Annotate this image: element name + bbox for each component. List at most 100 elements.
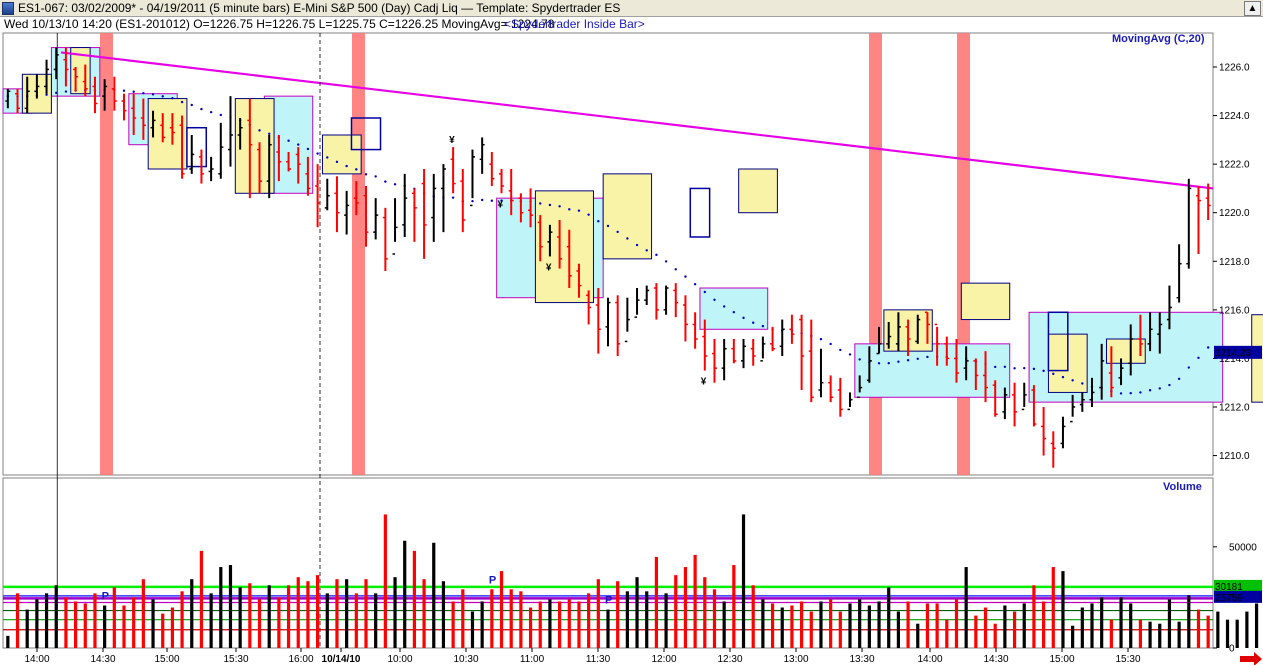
price-bar[interactable] — [615, 295, 621, 356]
price-bar[interactable] — [1186, 178, 1192, 269]
volume-bar[interactable] — [635, 577, 639, 648]
volume-bar[interactable] — [1032, 585, 1036, 648]
price-bar[interactable] — [431, 173, 437, 242]
volume-bar[interactable] — [325, 593, 329, 648]
price-bar[interactable] — [866, 346, 872, 383]
price-bar[interactable] — [1060, 416, 1066, 449]
price-bar[interactable] — [1079, 392, 1085, 412]
price-bar[interactable] — [324, 178, 330, 211]
volume-bar[interactable] — [54, 585, 58, 648]
price-bar[interactable] — [73, 67, 79, 92]
price-bar[interactable] — [334, 176, 340, 233]
price-bar[interactable] — [721, 339, 727, 381]
volume-bar[interactable] — [1109, 619, 1113, 648]
price-bar[interactable] — [353, 181, 359, 216]
price-bar[interactable] — [218, 122, 224, 179]
volume-bar[interactable] — [616, 581, 620, 648]
volume-bar[interactable] — [1206, 615, 1210, 648]
price-bar[interactable] — [595, 288, 601, 354]
price-bar[interactable] — [373, 198, 379, 240]
price-bar[interactable] — [276, 135, 282, 182]
volume-bar[interactable] — [383, 514, 387, 648]
price-bar[interactable] — [315, 164, 321, 228]
volume-bar[interactable] — [403, 540, 407, 648]
volume-bar[interactable] — [732, 565, 736, 648]
volume-bar[interactable] — [15, 593, 20, 648]
volume-bar[interactable] — [190, 579, 194, 648]
volume-bar[interactable] — [499, 571, 504, 648]
price-bar[interactable] — [799, 314, 805, 390]
volume-bar[interactable] — [441, 581, 446, 648]
volume-bar[interactable] — [1003, 605, 1007, 649]
price-bar[interactable] — [944, 336, 950, 366]
volume-bar[interactable] — [461, 589, 465, 648]
price-bar[interactable] — [886, 322, 892, 349]
volume-bar[interactable] — [577, 601, 581, 648]
volume-bar[interactable] — [25, 609, 29, 648]
volume-bar[interactable] — [1225, 619, 1230, 648]
price-bar[interactable] — [537, 215, 543, 262]
price-bar[interactable] — [692, 312, 698, 349]
volume-bar[interactable] — [1012, 611, 1017, 648]
volume-bar[interactable] — [993, 623, 997, 648]
price-bar[interactable] — [305, 156, 311, 196]
volume-bar[interactable] — [422, 579, 426, 648]
volume-bar[interactable] — [703, 577, 707, 648]
volume-bar[interactable] — [935, 603, 939, 648]
volume-bar[interactable] — [848, 603, 852, 648]
volume-bar[interactable] — [1167, 599, 1172, 648]
volume-bar[interactable] — [606, 609, 610, 648]
price-bar[interactable] — [1166, 285, 1172, 330]
price-bar[interactable] — [663, 285, 669, 315]
volume-bar[interactable] — [654, 556, 658, 648]
price-bar[interactable] — [1012, 382, 1018, 427]
volume-bar[interactable] — [296, 577, 300, 648]
volume-bar[interactable] — [151, 599, 155, 648]
volume-bar[interactable] — [1148, 621, 1152, 648]
volume-bar[interactable] — [925, 603, 930, 648]
price-bar[interactable] — [566, 229, 572, 288]
price-bar[interactable] — [586, 290, 592, 325]
volume-bar[interactable] — [819, 601, 823, 648]
price-bar[interactable] — [82, 64, 88, 97]
price-bar[interactable] — [924, 311, 930, 344]
price-bar[interactable] — [731, 339, 737, 364]
volume-bar[interactable] — [906, 601, 910, 648]
volume-bar[interactable] — [877, 601, 881, 648]
volume-bar[interactable] — [141, 579, 145, 648]
price-bar[interactable] — [847, 392, 853, 411]
price-bar[interactable] — [741, 339, 747, 369]
price-bar[interactable] — [121, 93, 127, 121]
price-bar[interactable] — [344, 190, 350, 235]
volume-bar[interactable] — [451, 601, 455, 648]
price-bar[interactable] — [247, 98, 253, 199]
volume-bar[interactable] — [209, 593, 213, 648]
volume-bar[interactable] — [558, 601, 562, 648]
price-bar[interactable] — [440, 164, 446, 233]
price-bar[interactable] — [673, 283, 679, 318]
volume-bar[interactable] — [432, 542, 436, 648]
volume-bar[interactable] — [509, 589, 513, 648]
price-bar[interactable] — [828, 375, 834, 403]
price-bar[interactable] — [711, 339, 717, 383]
price-bar[interactable] — [779, 319, 785, 356]
price-bar[interactable] — [266, 135, 272, 199]
price-bar[interactable] — [876, 326, 882, 355]
volume-bar[interactable] — [741, 514, 746, 648]
price-bar[interactable] — [92, 76, 98, 114]
price-bar[interactable] — [286, 152, 292, 172]
volume-bar[interactable] — [858, 599, 862, 648]
volume-bar[interactable] — [316, 575, 320, 648]
price-bar[interactable] — [1108, 346, 1114, 398]
price-bar[interactable] — [169, 113, 175, 145]
volume-bar[interactable] — [132, 597, 136, 648]
volume-bar[interactable] — [1235, 619, 1239, 648]
volume-bar[interactable] — [277, 597, 281, 648]
volume-bar[interactable] — [1245, 611, 1249, 648]
volume-bar[interactable] — [519, 591, 523, 648]
volume-bar[interactable] — [800, 601, 804, 648]
price-bar[interactable] — [1031, 385, 1037, 427]
volume-bar[interactable] — [219, 567, 223, 648]
price-bar[interactable] — [857, 375, 863, 399]
price-bar[interactable] — [644, 285, 650, 305]
